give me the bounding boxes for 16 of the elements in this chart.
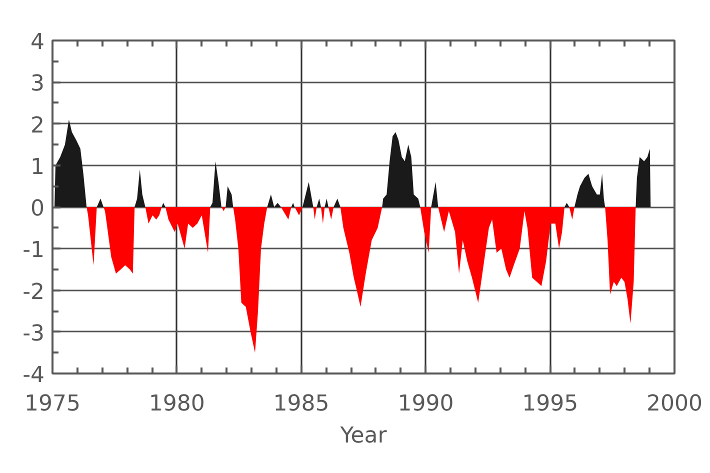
x-axis-title: Year — [339, 424, 388, 448]
y-tick-label: 0 — [30, 196, 45, 222]
y-tick-label: -1 — [22, 238, 44, 264]
y-tick-label: 2 — [30, 113, 45, 138]
y-tick-label: 4 — [30, 30, 45, 55]
y-tick-label: -4 — [22, 363, 44, 388]
y-tick-label: 1 — [30, 154, 45, 180]
y-tick-label: 3 — [30, 72, 45, 97]
y-tick-label: -2 — [22, 280, 44, 305]
x-tick-label: 1985 — [273, 392, 330, 416]
y-tick-label: -3 — [22, 321, 44, 346]
x-tick-label: 1975 — [24, 392, 81, 416]
x-tick-label: 1990 — [398, 392, 454, 416]
x-tick-label: 1980 — [148, 392, 205, 416]
x-tick-label: 1995 — [522, 392, 578, 416]
x-tick-label: 2000 — [646, 392, 703, 416]
